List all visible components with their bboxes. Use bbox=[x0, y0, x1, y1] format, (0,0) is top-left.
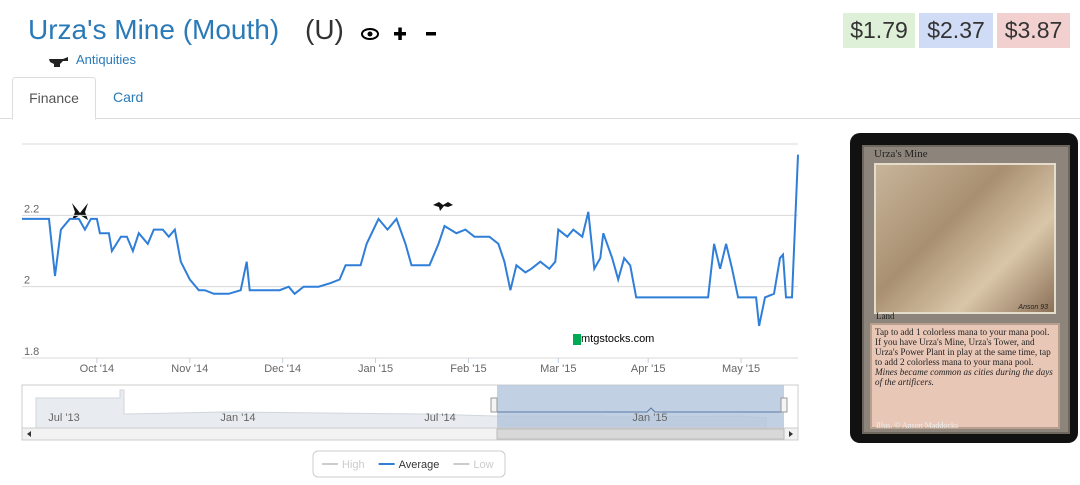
card-illus: Illus. © Anson Maddocks bbox=[876, 421, 959, 430]
navigator-label: Jan '15 bbox=[632, 412, 667, 424]
card-signature: Anson 93 bbox=[1018, 304, 1048, 311]
card-rules: Tap to add 1 colorless mana to your mana… bbox=[875, 327, 1051, 367]
legend-item[interactable]: Low bbox=[473, 459, 493, 471]
x-tick-label: Dec '14 bbox=[264, 363, 301, 375]
icons[interactable] bbox=[360, 22, 445, 46]
price-low: $1.79 bbox=[843, 13, 915, 48]
tab-line bbox=[0, 118, 1080, 119]
legend-item[interactable]: High bbox=[342, 459, 365, 471]
set-icon bbox=[49, 57, 68, 67]
watermark: mtgstocks.com bbox=[581, 333, 654, 345]
chart: mtgstocks.com 1.8 2 2.2 Oct '14 Nov '14 Dec '… bbox=[21, 143, 799, 478]
x-tick-label: Nov '14 bbox=[171, 363, 208, 375]
x-tick-label: Apr '15 bbox=[631, 363, 666, 375]
legend-item[interactable]: Average bbox=[399, 459, 440, 471]
price-line bbox=[22, 154, 799, 327]
set-link[interactable]: Antiquities bbox=[76, 52, 136, 67]
x-tick-label: Mar '15 bbox=[540, 363, 576, 375]
x-tick-label: May '15 bbox=[722, 363, 760, 375]
card-image: Urza's Mine Anson 93 Land Tap to add 1 c… bbox=[850, 133, 1078, 443]
y-tick-label: 1.8 bbox=[24, 346, 39, 358]
navigator[interactable] bbox=[21, 384, 799, 441]
navigator-label: Jul '13 bbox=[48, 412, 79, 424]
y-tick-label: 2 bbox=[24, 275, 30, 287]
price-avg: $2.37 bbox=[919, 13, 993, 48]
card-type: Land bbox=[876, 311, 895, 321]
event-icons bbox=[72, 202, 453, 220]
x-tick-label: Jan '15 bbox=[358, 363, 393, 375]
card-frame: Urza's Mine Anson 93 Land Tap to add 1 c… bbox=[862, 145, 1070, 434]
watermark-icon bbox=[573, 334, 581, 345]
card-flavor: Mines became common as cities during the… bbox=[875, 367, 1053, 387]
legend-box bbox=[312, 450, 506, 478]
card-textbox: Tap to add 1 colorless mana to your mana… bbox=[870, 323, 1060, 429]
rarity: (U) bbox=[305, 14, 344, 45]
card-title[interactable]: Urza's Mine (Mouth) bbox=[28, 14, 280, 45]
card-art: Anson 93 bbox=[874, 163, 1056, 314]
tab-finance[interactable]: Finance bbox=[12, 77, 96, 120]
tab-card[interactable]: Card bbox=[113, 89, 144, 105]
x-tick-label: Oct '14 bbox=[80, 363, 115, 375]
navigator-label: Jan '14 bbox=[220, 412, 255, 424]
card-name: Urza's Mine bbox=[874, 148, 928, 160]
y-tick-label: 2.2 bbox=[24, 203, 39, 215]
price-high: $3.87 bbox=[997, 13, 1070, 48]
x-tick-label: Feb '15 bbox=[450, 363, 486, 375]
navigator-label: Jul '14 bbox=[424, 412, 455, 424]
